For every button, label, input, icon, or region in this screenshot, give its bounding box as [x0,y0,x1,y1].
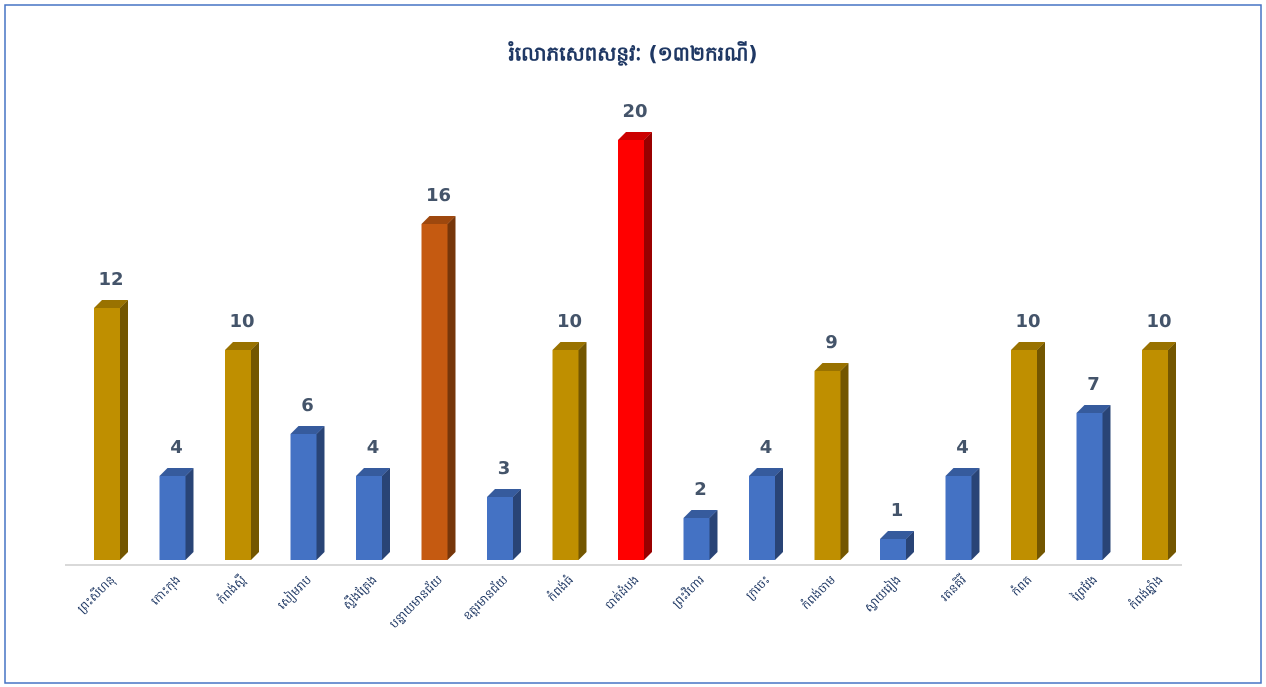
bar [880,539,906,560]
bar-top [683,510,718,518]
bar [683,518,710,560]
bar [487,497,513,560]
bar-side [513,489,521,560]
bar [618,140,644,560]
bar [1076,413,1103,560]
data-label: 10 [229,311,254,332]
bar-side [1102,405,1111,560]
bar-side [185,468,194,560]
data-label: 20 [622,101,647,122]
bar [356,476,382,560]
data-label: 4 [956,437,969,458]
bar-top [1011,342,1045,350]
data-label: 12 [98,269,123,290]
bar-top [94,300,128,308]
bar-top [880,531,914,539]
data-label: 7 [1087,374,1100,395]
bar-side [382,468,390,560]
data-label: 3 [498,458,511,479]
bar-side [644,132,652,560]
bar [94,308,120,560]
bar [290,434,317,560]
data-label: 4 [760,437,773,458]
bar-side [316,426,325,560]
bar-top [225,342,259,350]
bar-side [120,300,128,560]
data-label: 16 [426,185,451,206]
bar-side [1037,342,1045,560]
bar [159,476,186,560]
bar-side [447,216,456,560]
bar-top [356,468,390,476]
bar [552,350,579,560]
bar-top [814,363,849,371]
bar-top [1142,342,1176,350]
bar-top [487,489,521,497]
data-label: 2 [694,479,707,500]
bar-top [290,426,325,434]
data-label: 10 [1015,311,1040,332]
bar-top [1076,405,1111,413]
bar [945,476,972,560]
bar-top [749,468,783,476]
bar-top [421,216,456,224]
data-label: 10 [557,311,582,332]
bar-side [971,468,980,560]
bar-side [1168,342,1176,560]
bar-top [159,468,194,476]
bar-side [906,531,914,560]
bar-side [578,342,587,560]
bar-top [552,342,587,350]
bar-side [251,342,259,560]
bar-top [618,132,652,140]
data-label: 1 [891,500,904,521]
bar-side [709,510,718,560]
bar-side [840,363,849,560]
bar [749,476,775,560]
bar-side [775,468,783,560]
bar [814,371,841,560]
data-label: 4 [170,437,183,458]
data-label: 6 [301,395,314,416]
bar-top [945,468,980,476]
chart-title: រំលោភសេពសន្ថវៈ (១៣២ករណី) [508,41,758,67]
data-label: 4 [367,437,380,458]
bar [1011,350,1037,560]
data-label: 9 [825,332,838,353]
bar [1142,350,1168,560]
bar [225,350,251,560]
data-label: 10 [1146,311,1171,332]
bar [421,224,448,560]
